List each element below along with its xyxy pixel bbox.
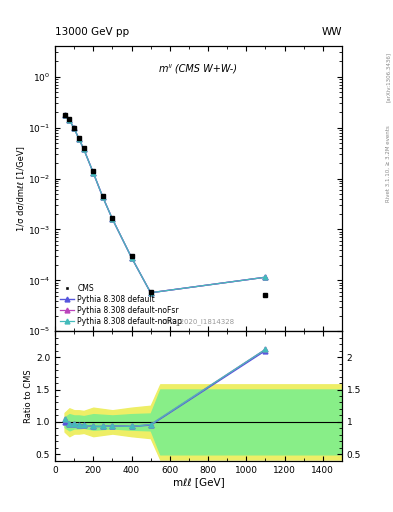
- Text: 13000 GeV pp: 13000 GeV pp: [55, 27, 129, 37]
- Y-axis label: Ratio to CMS: Ratio to CMS: [24, 369, 33, 423]
- Y-axis label: 1/σ dσ/dmℓℓ [1/GeV]: 1/σ dσ/dmℓℓ [1/GeV]: [16, 146, 25, 231]
- Legend: CMS, Pythia 8.308 default, Pythia 8.308 default-noFsr, Pythia 8.308 default-noRa: CMS, Pythia 8.308 default, Pythia 8.308 …: [59, 283, 184, 327]
- Text: [arXiv:1306.3436]: [arXiv:1306.3436]: [386, 52, 391, 102]
- Text: CMS_2020_I1814328: CMS_2020_I1814328: [162, 319, 235, 326]
- X-axis label: mℓℓ [GeV]: mℓℓ [GeV]: [173, 477, 224, 487]
- Text: mˡˡ (CMS W+W-): mˡˡ (CMS W+W-): [160, 63, 237, 73]
- Text: WW: WW: [321, 27, 342, 37]
- Text: Rivet 3.1.10, ≥ 3.2M events: Rivet 3.1.10, ≥ 3.2M events: [386, 125, 391, 202]
